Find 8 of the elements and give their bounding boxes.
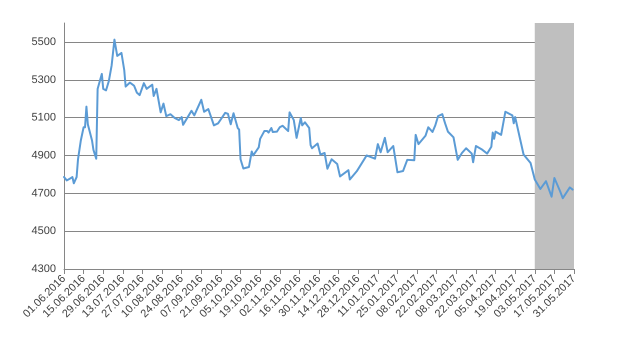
y-tick-label: 4300 (32, 263, 56, 275)
line-series (63, 38, 574, 200)
y-tick-label: 4500 (32, 225, 56, 238)
y-tick-label: 5300 (32, 74, 56, 86)
y-tick-label: 4900 (32, 149, 56, 162)
y-tick-label: 5500 (32, 36, 56, 48)
y-tick-label: 4700 (32, 187, 56, 200)
y-tick-label: 5100 (32, 112, 56, 124)
